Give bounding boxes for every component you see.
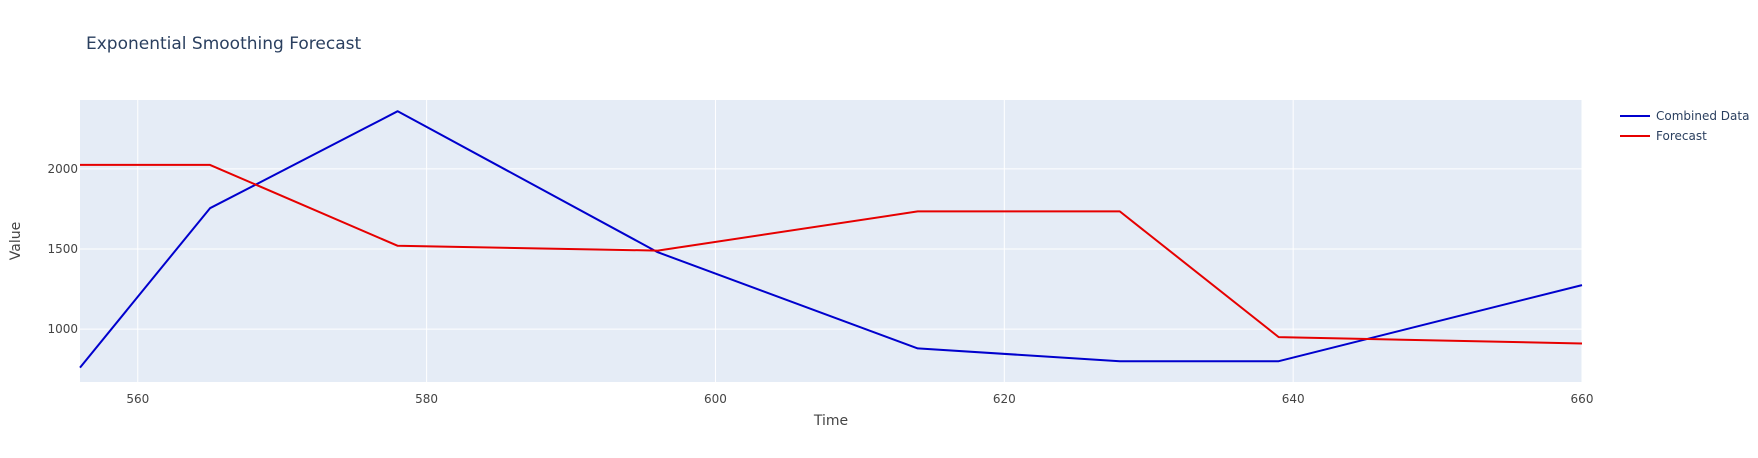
y-tick-label: 1500 bbox=[47, 242, 78, 256]
y-axis-title: Value bbox=[8, 222, 24, 260]
x-tick-label: 580 bbox=[415, 392, 438, 406]
legend[interactable]: Combined Data Forecast bbox=[1620, 109, 1749, 143]
series-line-1 bbox=[79, 110, 1583, 369]
x-tick-label: 560 bbox=[126, 392, 149, 406]
grid-lines bbox=[80, 100, 1583, 382]
legend-item-2[interactable]: Forecast bbox=[1620, 129, 1707, 143]
y-tick-label: 1000 bbox=[47, 322, 78, 336]
x-tick-label: 620 bbox=[993, 392, 1016, 406]
x-tick-label: 640 bbox=[1282, 392, 1305, 406]
x-axis-title: Time bbox=[813, 413, 848, 429]
y-tick-label: 2000 bbox=[47, 162, 78, 176]
series-line-2 bbox=[80, 163, 1583, 345]
series-layer bbox=[79, 110, 1583, 369]
legend-label: Combined Data bbox=[1656, 109, 1749, 123]
chart-title: Exponential Smoothing Forecast bbox=[86, 34, 361, 54]
legend-label: Forecast bbox=[1656, 129, 1707, 143]
x-tick-label: 600 bbox=[704, 392, 727, 406]
tick-labels: 560 580 600 620 640 660 1000 1500 2000 bbox=[47, 162, 1593, 406]
legend-item-1[interactable]: Combined Data bbox=[1620, 109, 1749, 123]
x-tick-label: 660 bbox=[1571, 392, 1594, 406]
